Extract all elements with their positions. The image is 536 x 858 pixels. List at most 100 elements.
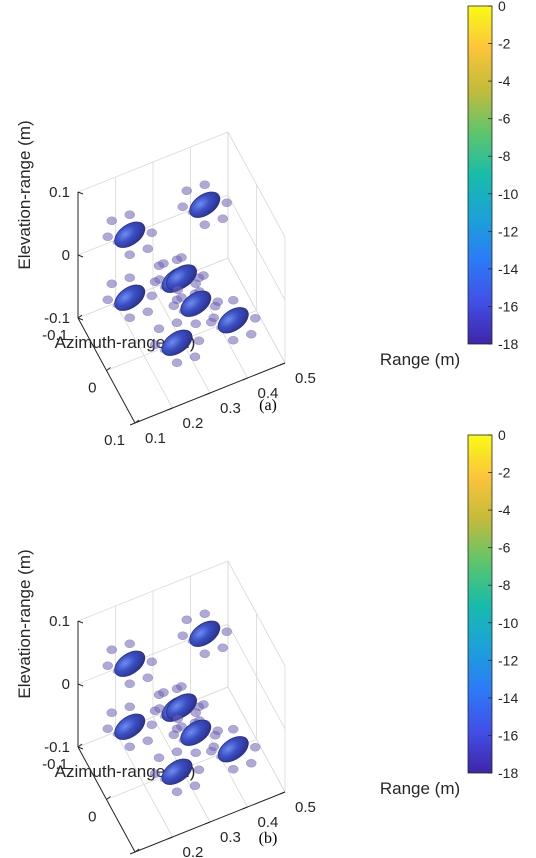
sidelobe: [221, 627, 232, 636]
sidelobe: [199, 220, 210, 229]
sidelobe: [124, 679, 135, 688]
x-tick-mark: [134, 848, 140, 853]
sidelobe: [154, 275, 165, 284]
sidelobe: [171, 358, 183, 367]
sidelobe: [172, 714, 183, 723]
x-tick-label: 0.1: [104, 432, 125, 449]
sidelobe: [102, 724, 113, 733]
sidelobe: [124, 210, 135, 219]
main-lobe: [166, 264, 197, 291]
grid-line: [227, 257, 286, 364]
sidelobe: [181, 186, 192, 195]
y-tick-mark: [242, 377, 248, 381]
colorbar-tick-label: -8: [498, 577, 511, 593]
panel-b: 0.1 0 -0.1-0.1 0 0.1 0.1 0.2 0.3 0.4 0.5 Elevation…: [0, 427, 536, 858]
sidelobe: [142, 736, 153, 745]
target-point: [177, 609, 232, 658]
main-lobe: [161, 329, 193, 356]
grid-line: [227, 686, 286, 793]
target-point: [154, 253, 209, 302]
sidelobe: [190, 748, 201, 757]
sidelobe: [106, 645, 117, 654]
y-tick-label: 0.5: [295, 370, 316, 387]
x-tick-mark: [134, 419, 140, 424]
sidelobe: [199, 609, 210, 618]
z-tick-mark: [77, 317, 84, 321]
sidelobe: [176, 722, 187, 731]
z-tick-mark: [77, 254, 84, 258]
sidelobe: [177, 202, 188, 211]
sidelobe: [158, 259, 169, 268]
z-tick-mark: [77, 746, 84, 750]
sidelobe: [172, 285, 183, 294]
main-lobe: [114, 284, 146, 311]
main-lobe: [189, 191, 221, 218]
target-point: [206, 296, 261, 345]
colorbar-tick-label: -14: [498, 690, 518, 706]
target-point: [149, 747, 205, 796]
sidelobe: [171, 787, 183, 796]
y-tick-label: 0.4: [258, 385, 279, 402]
sidelobe: [199, 649, 210, 658]
sidelobe: [221, 198, 232, 207]
sidelobe: [146, 291, 157, 300]
main-lobe: [114, 713, 146, 740]
sidelobe: [149, 769, 161, 778]
sidelobe: [228, 336, 239, 345]
sidelobe: [210, 302, 221, 311]
colorbar-tick-label: -12: [498, 223, 518, 239]
x-axis-label: Azimuth-range (m): [55, 762, 196, 781]
caption-a: (a): [259, 397, 277, 414]
sidelobe: [146, 228, 157, 237]
y-tick-label: 0.3: [220, 400, 241, 417]
target-point: [177, 180, 232, 229]
y-tick-label: 0.2: [183, 844, 204, 858]
caption-b: (b): [258, 830, 278, 847]
x-tick-mark: [77, 743, 83, 748]
y-tick-mark: [167, 407, 173, 411]
sidelobe: [124, 702, 135, 711]
z-tick-label: 0.1: [49, 613, 70, 630]
y-tick-label: 0.4: [258, 814, 279, 831]
sidelobe: [177, 631, 188, 640]
colorbar: [467, 5, 493, 345]
sidelobe: [217, 214, 228, 223]
isosurface-plot-b: 0.1 0 -0.1-0.1 0 0.1 0.1 0.2 0.3 0.4 0.5 Elevation…: [15, 427, 518, 858]
colorbar-tick-label: -16: [498, 298, 518, 314]
sidelobe: [142, 307, 153, 316]
z-tick-mark: [77, 191, 84, 195]
sidelobe: [246, 330, 257, 339]
colorbar-tick-label: -18: [498, 336, 518, 352]
sidelobe: [189, 781, 201, 790]
x-tick-mark: [106, 367, 111, 371]
colorbar-tick-label: -2: [498, 465, 511, 481]
y-tick-mark: [279, 362, 286, 366]
target-point: [102, 639, 157, 688]
y-tick-mark: [204, 821, 211, 825]
z-axis-label: Elevation-range (m): [15, 549, 34, 698]
sidelobe: [168, 301, 179, 310]
sidelobe: [106, 708, 117, 717]
main-lobe: [114, 221, 146, 248]
x-axis-label: Azimuth-range (m): [55, 333, 196, 352]
x-tick-label: 0: [88, 809, 96, 826]
colorbar-tick-label: -10: [498, 615, 518, 631]
colorbar-tick-label: -4: [498, 73, 511, 89]
colorbar-tick-label: 0: [498, 0, 506, 14]
colorbar-tick-label: -10: [498, 186, 518, 202]
y-tick-label: 0.5: [295, 799, 316, 816]
y-tick-label: 0.1: [145, 430, 166, 447]
z-tick-mark: [77, 683, 84, 687]
sidelobe: [142, 244, 153, 253]
y-tick-label: 0.3: [220, 829, 241, 846]
z-axis-label: Elevation-range (m): [15, 120, 34, 269]
y-axis-label: Range (m): [380, 350, 460, 369]
sidelobe: [168, 730, 179, 739]
x-tick-label: -0.1: [42, 756, 68, 773]
sidelobe: [176, 253, 187, 262]
colorbar-tick-label: -6: [498, 540, 511, 556]
panel-a: 0.1 0 -0.1 -0.1 0 0.1 0.1 0.2 0.3 0.4 0.5 Elevation…: [15, 0, 518, 449]
sidelobe: [176, 293, 187, 302]
z-tick-mark: [77, 620, 84, 624]
sidelobe: [102, 295, 113, 304]
